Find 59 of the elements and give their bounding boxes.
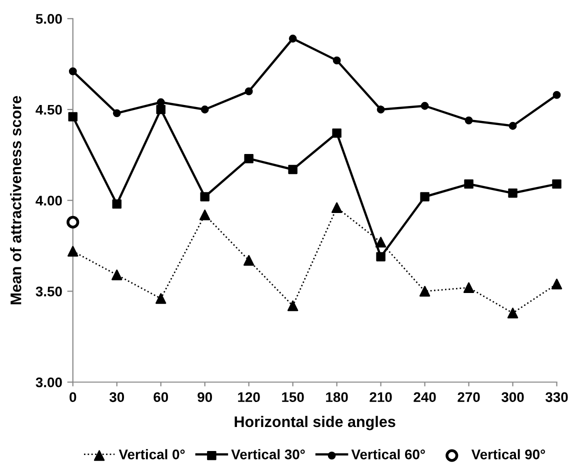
point bbox=[464, 116, 473, 124]
y-tick-label: 3.50 bbox=[36, 286, 62, 296]
x-tick-label: 270 bbox=[458, 392, 480, 402]
point bbox=[200, 106, 209, 114]
point bbox=[464, 179, 474, 189]
point bbox=[551, 278, 562, 290]
point bbox=[420, 102, 429, 110]
point bbox=[288, 34, 297, 43]
legend-label: Vertical 30° bbox=[231, 449, 305, 460]
point bbox=[508, 122, 517, 130]
x-tick-label: 240 bbox=[414, 392, 436, 402]
point bbox=[243, 255, 254, 266]
point bbox=[552, 91, 561, 99]
point bbox=[199, 210, 210, 220]
point bbox=[66, 216, 80, 228]
point bbox=[156, 293, 166, 304]
x-axis-title: Horizontal side angles bbox=[234, 416, 396, 430]
x-tick-label: 210 bbox=[370, 392, 392, 402]
x-tick-label: 0 bbox=[70, 392, 76, 402]
x-tick-label: 180 bbox=[326, 392, 348, 402]
point bbox=[200, 192, 210, 202]
point bbox=[112, 270, 122, 280]
point bbox=[68, 246, 78, 257]
legend-label: Vertical 60° bbox=[351, 449, 425, 460]
y-tick-label: 4.50 bbox=[36, 104, 62, 115]
point bbox=[156, 104, 166, 114]
x-tick-label: 120 bbox=[238, 392, 260, 402]
y-axis-title: Mean of attractiveness score bbox=[10, 96, 22, 304]
point bbox=[287, 300, 298, 312]
point bbox=[68, 112, 78, 122]
x-tick-label: 330 bbox=[546, 392, 568, 402]
point bbox=[68, 67, 77, 76]
point bbox=[507, 308, 518, 318]
point bbox=[244, 87, 253, 96]
point bbox=[244, 154, 254, 164]
y-tick-label: 3.00 bbox=[36, 377, 62, 388]
point bbox=[375, 236, 386, 248]
y-tick-label: 5.00 bbox=[36, 14, 62, 24]
point bbox=[376, 106, 385, 114]
point bbox=[332, 56, 341, 64]
point bbox=[463, 282, 474, 293]
point bbox=[508, 188, 518, 198]
point bbox=[112, 199, 122, 209]
point bbox=[288, 164, 298, 174]
legend-label: Vertical 90° bbox=[471, 449, 546, 460]
x-tick-label: 60 bbox=[154, 392, 168, 402]
point bbox=[419, 286, 430, 297]
point bbox=[331, 202, 342, 214]
y-tick-label: 4.00 bbox=[36, 196, 62, 206]
x-tick-label: 90 bbox=[198, 392, 212, 402]
x-tick-label: 300 bbox=[502, 392, 524, 402]
x-tick-label: 30 bbox=[109, 392, 124, 402]
x-tick-label: 150 bbox=[282, 392, 304, 402]
point bbox=[552, 179, 562, 189]
point bbox=[420, 192, 430, 202]
point bbox=[376, 252, 386, 262]
point bbox=[332, 128, 342, 138]
legend-label: Vertical 0° bbox=[118, 449, 185, 460]
point bbox=[112, 109, 121, 118]
